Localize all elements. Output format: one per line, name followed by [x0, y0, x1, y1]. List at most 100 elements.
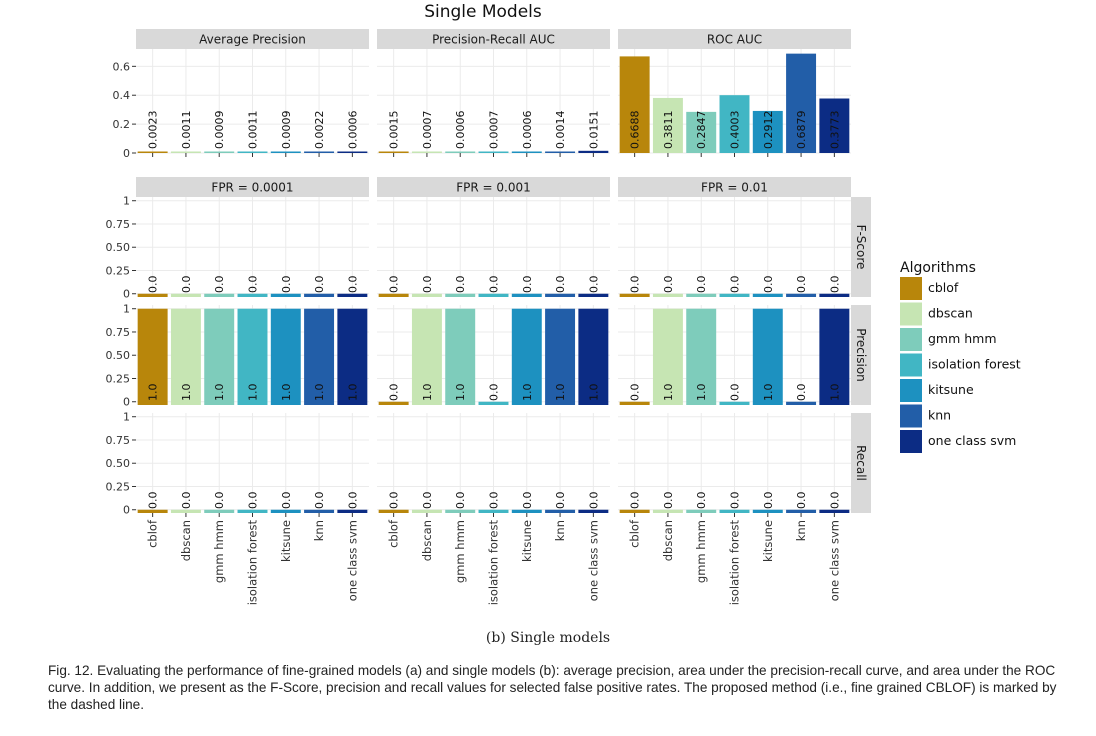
- bar-one-class-svm: [819, 293, 850, 297]
- legend-swatch: [900, 353, 922, 377]
- bar-one-class-svm: [337, 509, 368, 513]
- data-label: 0.0: [421, 492, 434, 510]
- bar-isolation-forest: [719, 293, 750, 297]
- data-label: 0.0: [762, 492, 775, 510]
- x-axis-tick-label: one class svm: [827, 520, 841, 601]
- bar-gmm-hmm: [204, 308, 235, 405]
- y-axis-tick-label: 0.75: [106, 218, 131, 231]
- bar-isolation-forest: [478, 401, 509, 405]
- data-label: 0.0: [695, 492, 708, 510]
- bar-gmm-hmm: [204, 293, 235, 297]
- data-label: 0.0: [629, 492, 642, 510]
- data-label: 0.0: [247, 492, 260, 510]
- bar-isolation-forest: [237, 293, 268, 297]
- data-label: 0.0: [213, 492, 226, 510]
- x-axis-tick-label: isolation forest: [487, 520, 501, 606]
- bar-isolation-forest: [719, 95, 750, 153]
- x-axis-tick-label: cblof: [387, 519, 401, 548]
- bar-gmm-hmm: [686, 293, 717, 297]
- data-label: 0.0: [554, 492, 567, 510]
- bar-knn: [545, 509, 576, 513]
- y-axis-tick-label: 0.4: [113, 89, 131, 102]
- x-axis-tick-label: knn: [794, 520, 808, 541]
- data-label: 0.0: [828, 492, 841, 510]
- x-axis-tick-label: one class svm: [345, 520, 359, 601]
- data-label: 0.0: [587, 492, 600, 510]
- data-label: 0.0: [729, 276, 742, 294]
- legend-label: kitsune: [928, 382, 974, 397]
- y-axis-tick-label: 0.25: [106, 480, 131, 493]
- data-label: 0.0011: [247, 111, 260, 150]
- data-label: 0.0007: [488, 111, 501, 150]
- legend-label: cblof: [928, 280, 959, 295]
- bar-one-class-svm: [819, 308, 850, 405]
- data-label: 0.0: [147, 492, 160, 510]
- bar-kitsune: [270, 308, 301, 405]
- data-label: 0.0: [180, 276, 193, 294]
- bar-cblof: [619, 293, 650, 297]
- data-label: 0.0: [662, 276, 675, 294]
- bar-isolation-forest: [719, 509, 750, 513]
- y-axis-tick-label: 1: [123, 411, 130, 424]
- legend-swatch: [900, 430, 922, 453]
- bar-one-class-svm: [819, 98, 850, 153]
- bar-gmm-hmm: [686, 308, 717, 405]
- data-label: 0.0: [762, 276, 775, 294]
- top-panel-strip-label: Average Precision: [199, 33, 306, 47]
- bar-kitsune: [752, 308, 783, 405]
- bar-one-class-svm: [337, 293, 368, 297]
- data-label: 0.0: [521, 276, 534, 294]
- bar-knn: [304, 308, 335, 405]
- data-label: 1.0: [454, 384, 467, 402]
- bar-dbscan: [170, 293, 201, 297]
- grid-column-strip: [377, 177, 610, 197]
- data-label: 0.4003: [729, 111, 742, 150]
- data-label: 0.0: [695, 276, 708, 294]
- data-label: 1.0: [147, 384, 160, 402]
- grid-row-strip-label: Precision: [854, 328, 868, 382]
- legend-swatch: [900, 277, 922, 300]
- data-label: 0.0: [488, 384, 501, 402]
- data-label: 0.0: [488, 276, 501, 294]
- bar-dbscan: [411, 151, 442, 153]
- x-axis-tick-label: dbscan: [420, 520, 434, 561]
- data-label: 0.0: [554, 276, 567, 294]
- bar-knn: [304, 509, 335, 513]
- data-label: 0.0: [388, 276, 401, 294]
- data-label: 0.0: [729, 492, 742, 510]
- bar-gmm-hmm: [686, 111, 717, 153]
- chart-title: Single Models: [424, 2, 542, 22]
- bar-one-class-svm: [578, 509, 609, 513]
- data-label: 1.0: [313, 384, 326, 402]
- data-label: 0.0006: [521, 111, 534, 150]
- x-axis-tick-label: cblof: [146, 519, 160, 548]
- x-axis-tick-label: kitsune: [520, 520, 534, 562]
- data-label: 0.0: [388, 384, 401, 402]
- y-axis-tick-label: 0.25: [106, 372, 131, 385]
- bar-kitsune: [511, 151, 542, 153]
- data-label: 0.2912: [762, 111, 775, 150]
- x-axis-tick-label: knn: [312, 520, 326, 541]
- bar-dbscan: [652, 308, 683, 405]
- bar-cblof: [619, 401, 650, 405]
- grid-row-strip: [851, 305, 871, 405]
- bar-isolation-forest: [478, 151, 509, 153]
- bar-cblof: [137, 151, 168, 153]
- x-axis-tick-label: gmm hmm: [212, 520, 226, 583]
- data-label: 1.0: [180, 384, 193, 402]
- data-label: 1.0: [421, 384, 434, 402]
- bar-kitsune: [752, 509, 783, 513]
- y-axis-tick-label: 0.75: [106, 326, 131, 339]
- bar-cblof: [619, 56, 650, 154]
- grid-row-strip-label: F-Score: [854, 225, 868, 270]
- bar-isolation-forest: [237, 509, 268, 513]
- data-label: 0.0: [828, 276, 841, 294]
- data-label: 0.0: [280, 276, 293, 294]
- grid-column-strip-label: FPR = 0.01: [701, 181, 768, 195]
- y-axis-tick-label: 0: [123, 288, 130, 301]
- bar-dbscan: [170, 509, 201, 513]
- data-label: 0.0: [795, 384, 808, 402]
- bar-isolation-forest: [719, 401, 750, 405]
- top-panel-strip-label: Precision-Recall AUC: [432, 33, 555, 47]
- data-label: 0.0007: [421, 111, 434, 150]
